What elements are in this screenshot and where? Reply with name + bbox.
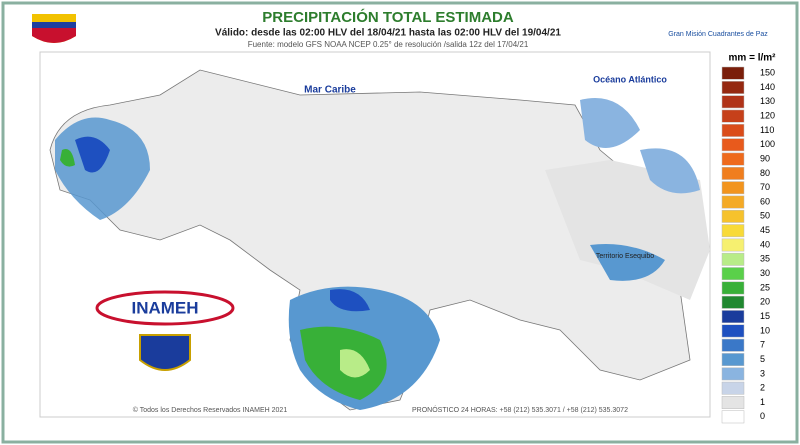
legend-swatch [721, 338, 745, 352]
legend-label: 20 [760, 297, 770, 307]
legend-label: 0 [760, 411, 765, 421]
legend-swatch [721, 195, 745, 209]
map-label: Mar Caribe [304, 85, 356, 96]
legend-label: 10 [760, 325, 770, 335]
map-label: Territorio Esequibo [596, 253, 654, 260]
legend-label: 70 [760, 182, 770, 192]
legend-swatch [721, 367, 745, 381]
emblem [32, 14, 76, 43]
legend-swatch [721, 252, 745, 266]
dry-area [545, 160, 710, 300]
legend-swatch [721, 138, 745, 152]
legend-swatch [721, 166, 745, 180]
copyright: © Todos los Derechos Reservados INAMEH 2… [133, 406, 288, 414]
map: Mar Caribe Océano Atlántico Territorio E… [39, 51, 711, 418]
legend-label: 40 [760, 239, 770, 249]
legend-label: 2 [760, 383, 765, 393]
legend-label: 7 [760, 340, 765, 350]
legend-label: 35 [760, 254, 770, 264]
legend-swatch [721, 152, 745, 166]
legend-label: 150 [760, 68, 775, 78]
map-label: Océano Atlántico [593, 74, 667, 84]
legend-swatch [721, 238, 745, 252]
legend-label: 130 [760, 96, 775, 106]
legend-swatch [721, 353, 745, 366]
legend-swatch [721, 324, 745, 338]
legend-label: 15 [760, 311, 770, 321]
legend-label: 3 [760, 368, 765, 378]
rain-area [340, 349, 370, 378]
legend-swatch [721, 209, 745, 223]
rain-area [75, 136, 110, 173]
logo-ring [95, 290, 235, 326]
legend-swatch [721, 109, 745, 123]
legend-label: 140 [760, 82, 775, 92]
legend-label: 110 [760, 125, 774, 135]
rain-area [60, 149, 75, 167]
rain-area [580, 98, 640, 148]
source: Fuente: modelo GFS NOAA NCEP 0.25° de re… [248, 40, 529, 49]
legend-swatch [721, 310, 745, 324]
legend-label: 90 [760, 153, 770, 163]
legend-label: 50 [760, 211, 770, 221]
title: PRECIPITACIÓN TOTAL ESTIMADA [262, 8, 514, 26]
partner-logo: Gran Misión Cuadrantes de Paz [668, 31, 768, 38]
legend-swatch [721, 95, 745, 109]
logo: INAMEH [131, 298, 198, 317]
legend-swatch [721, 281, 745, 295]
rain-area [640, 148, 700, 194]
phone: PRONÓSTICO 24 HORAS: +58 (212) 535.3071 … [412, 405, 628, 414]
legend-swatch [721, 410, 745, 424]
legend-label: 100 [760, 139, 775, 149]
legend-label: 1 [760, 397, 765, 407]
legend-swatch [721, 66, 745, 80]
legend-swatch [721, 224, 745, 238]
legend-swatch [721, 267, 745, 281]
legend: 1501401301201101009080706050454035302520… [721, 66, 775, 424]
legend-label: 30 [760, 268, 770, 278]
legend-label: 120 [760, 110, 775, 120]
legend-swatch [721, 381, 745, 395]
legend-swatch [721, 295, 745, 309]
legend-swatch [721, 396, 745, 409]
legend-swatch [721, 181, 745, 195]
subtitle: Válido: desde las 02:00 HLV del 18/04/21… [215, 28, 561, 39]
legend-label: 60 [760, 196, 770, 206]
shield [139, 334, 191, 371]
legend-label: 5 [760, 354, 765, 364]
legend-label: 25 [760, 282, 770, 292]
rain-area [590, 244, 665, 281]
rain-area [330, 289, 370, 312]
legend-swatch [721, 124, 745, 137]
legend-title: mm = l/m² [729, 53, 777, 64]
legend-swatch [721, 81, 745, 94]
legend-label: 45 [760, 225, 770, 235]
legend-label: 80 [760, 168, 770, 178]
